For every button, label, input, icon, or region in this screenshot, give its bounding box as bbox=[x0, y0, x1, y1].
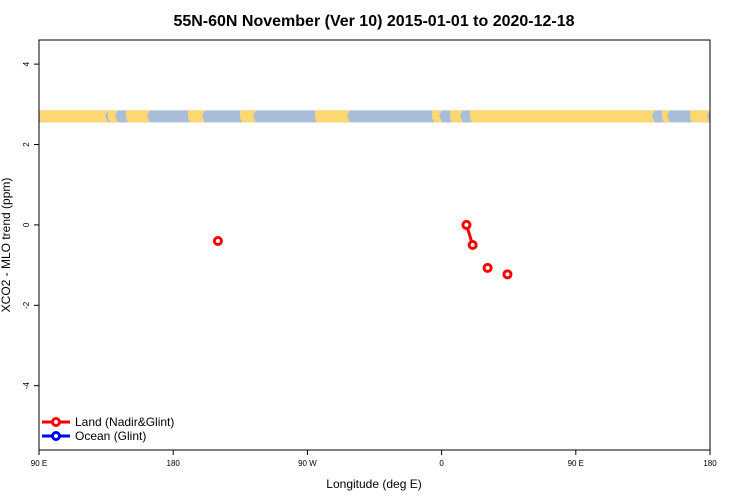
land-block bbox=[39, 110, 108, 123]
data-point bbox=[212, 235, 223, 246]
land-block bbox=[690, 110, 710, 123]
land-block bbox=[470, 110, 655, 123]
chart-title: 55N-60N November (Ver 10) 2015-01-01 to … bbox=[173, 13, 574, 30]
legend: Land (Nadir&Glint)Ocean (Glint) bbox=[42, 415, 174, 443]
x-tick-label: 90 E bbox=[31, 459, 47, 468]
series-layer bbox=[212, 219, 513, 280]
data-point bbox=[482, 262, 493, 273]
land-block bbox=[432, 110, 442, 123]
y-tick-label: 4 bbox=[22, 61, 31, 66]
world-map-strip bbox=[39, 110, 710, 123]
x-axis-label: Longitude (deg E) bbox=[326, 477, 421, 491]
plot-frame bbox=[38, 39, 711, 451]
y-tick-label: 0 bbox=[22, 222, 31, 227]
land-block bbox=[315, 110, 350, 123]
land-block bbox=[108, 110, 118, 123]
land-block bbox=[662, 110, 670, 123]
land-block bbox=[450, 110, 463, 123]
legend-label: Land (Nadir&Glint) bbox=[75, 415, 174, 429]
x-tick-label: 90 W bbox=[298, 459, 317, 468]
y-tick-label: -2 bbox=[22, 301, 31, 309]
land-block bbox=[240, 110, 256, 123]
data-point bbox=[461, 219, 472, 230]
legend-marker bbox=[51, 417, 61, 427]
x-tick-label: 0 bbox=[439, 459, 444, 468]
land-block bbox=[188, 110, 205, 123]
x-tick-label: 90 E bbox=[568, 459, 584, 468]
y-tick-label: 2 bbox=[22, 142, 31, 147]
land-block bbox=[126, 110, 150, 123]
data-point bbox=[502, 269, 513, 280]
x-axis: 90 E 180 90 W 0 90 E 180 bbox=[31, 450, 717, 468]
y-tick-label: -4 bbox=[22, 382, 31, 390]
x-tick-label: 180 bbox=[167, 459, 181, 468]
data-point bbox=[467, 240, 478, 250]
y-axis-label: XCO2 - MLO trend (ppm) bbox=[0, 178, 13, 313]
x-tick-label: 180 bbox=[703, 459, 717, 468]
y-axis: -4 -2 0 2 4 bbox=[22, 61, 39, 389]
legend-marker bbox=[51, 431, 61, 441]
legend-label: Ocean (Glint) bbox=[75, 429, 146, 443]
